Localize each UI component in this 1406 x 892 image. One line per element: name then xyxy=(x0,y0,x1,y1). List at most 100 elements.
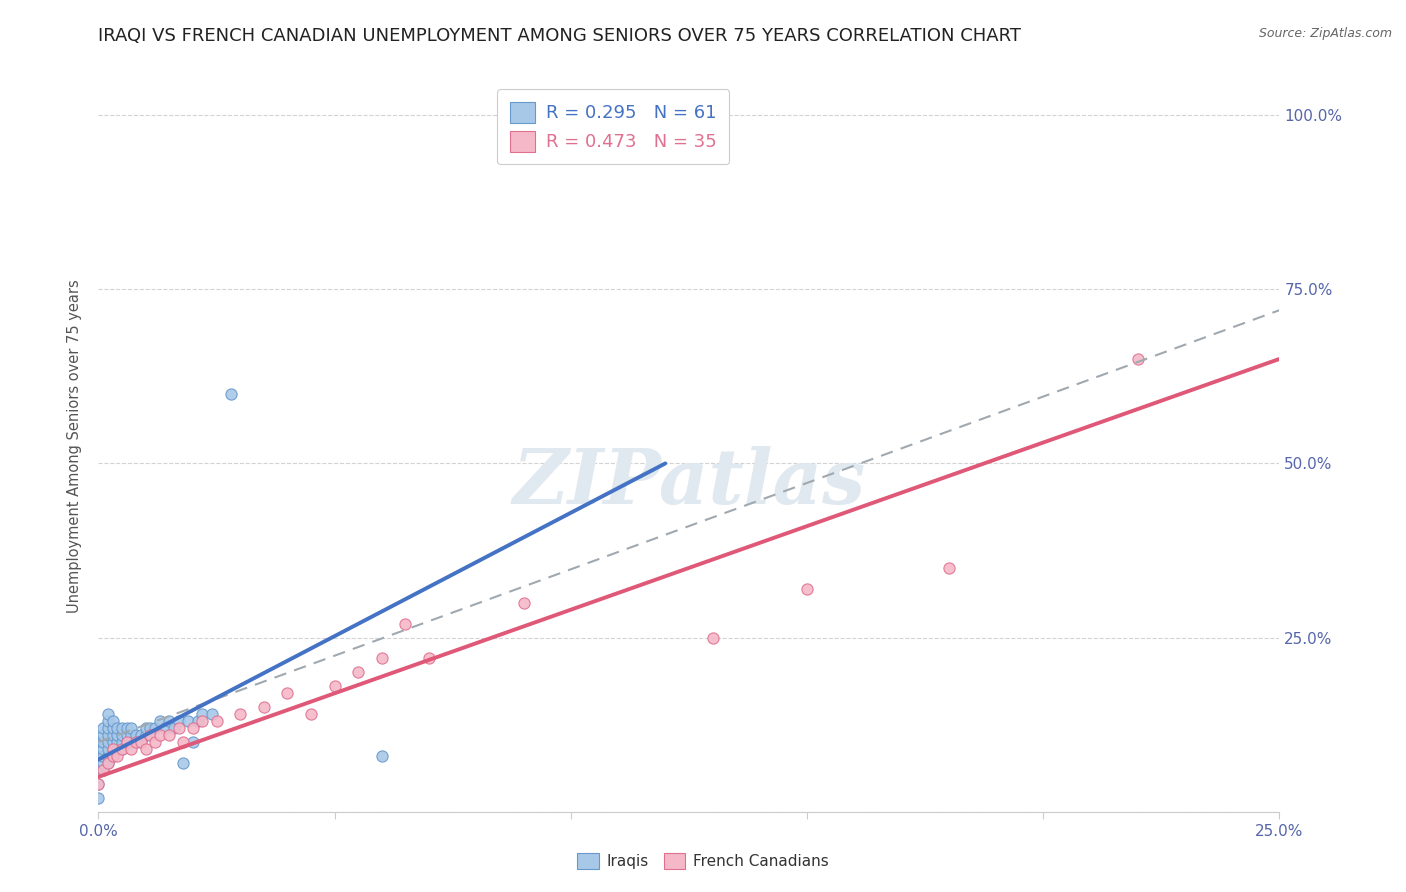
Point xyxy=(87,790,110,805)
Point xyxy=(91,728,114,742)
Point xyxy=(87,749,110,764)
Point xyxy=(91,756,114,770)
Point xyxy=(191,707,214,722)
Point xyxy=(121,735,143,749)
Point xyxy=(105,742,128,756)
Point xyxy=(135,721,157,735)
Point xyxy=(101,742,124,756)
Point xyxy=(157,714,180,728)
Point xyxy=(323,679,346,693)
Point xyxy=(229,707,252,722)
Point xyxy=(129,728,152,742)
Point xyxy=(125,735,148,749)
Point xyxy=(101,721,124,735)
Point xyxy=(394,616,416,631)
Point xyxy=(149,728,172,742)
Point xyxy=(101,728,124,742)
Point xyxy=(167,714,190,728)
Point xyxy=(101,714,124,728)
Point xyxy=(163,721,186,735)
Point xyxy=(105,735,128,749)
Point xyxy=(97,749,120,764)
Point xyxy=(125,728,148,742)
Point xyxy=(219,386,242,401)
Point xyxy=(105,749,128,764)
Point xyxy=(87,777,110,791)
Point xyxy=(91,721,114,735)
Point xyxy=(115,735,138,749)
Point xyxy=(512,596,534,610)
Point xyxy=(143,735,166,749)
Point xyxy=(143,721,166,735)
Point xyxy=(91,742,114,756)
Point xyxy=(111,721,134,735)
Point xyxy=(111,742,134,756)
Point xyxy=(101,749,124,764)
Point xyxy=(299,707,322,722)
Point xyxy=(149,714,172,728)
Point xyxy=(97,707,120,722)
Point xyxy=(796,582,818,596)
Point xyxy=(129,735,152,749)
Point xyxy=(181,721,204,735)
Point xyxy=(87,777,110,791)
Point xyxy=(135,728,157,742)
Point xyxy=(139,721,162,735)
Point xyxy=(418,651,440,665)
Point xyxy=(87,735,110,749)
Point xyxy=(115,735,138,749)
Point xyxy=(371,651,394,665)
Point xyxy=(1126,351,1149,366)
Point xyxy=(97,742,120,756)
Point xyxy=(121,721,143,735)
Point xyxy=(347,665,370,680)
Text: ZIPatlas: ZIPatlas xyxy=(512,446,866,519)
Point xyxy=(181,735,204,749)
Point xyxy=(253,700,276,714)
Point xyxy=(91,749,114,764)
Point xyxy=(105,728,128,742)
Point xyxy=(205,714,228,728)
Y-axis label: Unemployment Among Seniors over 75 years: Unemployment Among Seniors over 75 years xyxy=(67,279,83,613)
Point xyxy=(101,742,124,756)
Point xyxy=(87,763,110,777)
Point xyxy=(187,714,209,728)
Legend: R = 0.295   N = 61, R = 0.473   N = 35: R = 0.295 N = 61, R = 0.473 N = 35 xyxy=(498,89,730,164)
Text: IRAQI VS FRENCH CANADIAN UNEMPLOYMENT AMONG SENIORS OVER 75 YEARS CORRELATION CH: IRAQI VS FRENCH CANADIAN UNEMPLOYMENT AM… xyxy=(98,27,1021,45)
Point xyxy=(177,714,200,728)
Point xyxy=(97,721,120,735)
Point xyxy=(702,631,724,645)
Point xyxy=(91,763,114,777)
Point xyxy=(97,756,120,770)
Text: Source: ZipAtlas.com: Source: ZipAtlas.com xyxy=(1258,27,1392,40)
Point xyxy=(167,721,190,735)
Point xyxy=(115,721,138,735)
Point xyxy=(276,686,298,700)
Point xyxy=(201,707,224,722)
Point xyxy=(105,721,128,735)
Point xyxy=(91,735,114,749)
Point xyxy=(938,561,960,575)
Point xyxy=(135,742,157,756)
Point xyxy=(172,756,194,770)
Point xyxy=(172,735,194,749)
Point xyxy=(97,735,120,749)
Point xyxy=(111,728,134,742)
Point xyxy=(125,735,148,749)
Point xyxy=(97,714,120,728)
Point xyxy=(191,714,214,728)
Point xyxy=(111,735,134,749)
Point xyxy=(157,728,180,742)
Point xyxy=(371,749,394,764)
Point xyxy=(111,742,134,756)
Point xyxy=(97,728,120,742)
Point xyxy=(97,756,120,770)
Point xyxy=(139,728,162,742)
Point xyxy=(153,721,176,735)
Point xyxy=(121,728,143,742)
Legend: Iraqis, French Canadians: Iraqis, French Canadians xyxy=(571,847,835,875)
Point xyxy=(101,735,124,749)
Point xyxy=(129,735,152,749)
Point xyxy=(115,728,138,742)
Point xyxy=(101,749,124,764)
